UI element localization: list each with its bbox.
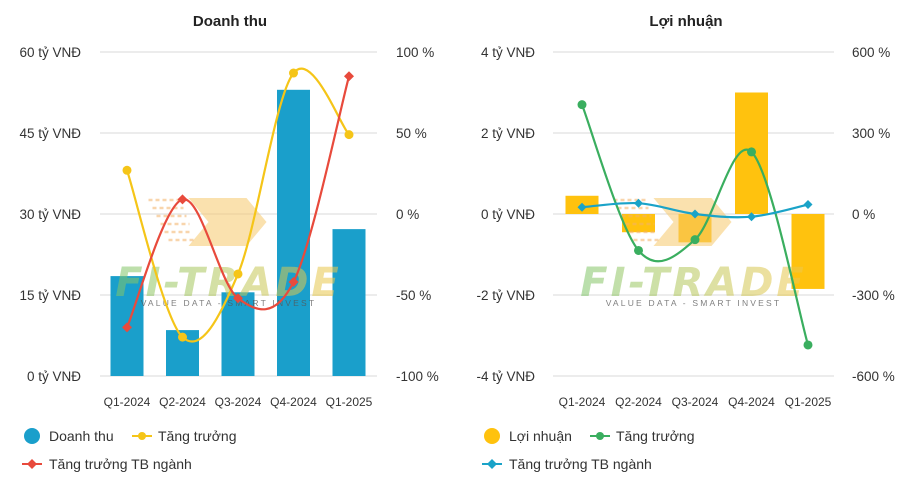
legend-swatch-marker: [138, 432, 146, 440]
left-axis-tick: 0 tỷ VNĐ: [27, 369, 81, 384]
right-axis-tick: 100 %: [396, 45, 434, 60]
legend-label: Tăng trưởng TB ngành: [49, 456, 192, 472]
series-point: [634, 198, 643, 208]
bar: [791, 214, 825, 289]
x-axis-tick: Q2-2024: [615, 395, 662, 409]
series-point: [803, 340, 813, 350]
series-point: [747, 147, 756, 157]
bar: [622, 214, 655, 233]
watermark-tagline: VALUE DATA - SMART INVEST: [141, 298, 317, 308]
series-point: [177, 194, 188, 205]
legend-label: Tăng trưởng: [616, 428, 694, 444]
chart-title: Doanh thu: [193, 13, 267, 30]
x-axis-tick: Q1-2024: [104, 395, 151, 409]
right-axis-tick: 600 %: [852, 45, 890, 60]
series-point: [577, 100, 587, 110]
series-point: [289, 68, 298, 78]
series-point: [178, 332, 187, 342]
left-axis-tick: 30 tỷ VNĐ: [19, 207, 81, 222]
series-point: [634, 245, 643, 255]
right-axis-tick: 50 %: [396, 126, 427, 141]
series-point: [803, 200, 813, 210]
series-point: [233, 269, 243, 279]
legend-swatch-marker: [487, 459, 497, 469]
legend-label: Tăng trưởng: [158, 428, 236, 444]
right-axis-tick: 300 %: [852, 126, 890, 141]
watermark-arrow-icon: [188, 198, 267, 246]
x-axis-tick: Q4-2024: [270, 395, 317, 409]
legend-swatch-marker: [596, 432, 604, 440]
x-axis-tick: Q1-2025: [785, 395, 832, 409]
right-axis-tick: 0 %: [396, 207, 419, 222]
watermark-brand: FI-TRADE: [580, 260, 807, 306]
series-point: [233, 293, 243, 304]
left-axis-tick: -2 tỷ VNĐ: [476, 288, 535, 303]
series-line: [580, 104, 810, 346]
series-point: [288, 277, 299, 288]
left-axis-tick: 60 tỷ VNĐ: [19, 45, 81, 60]
left-axis-tick: 15 tỷ VNĐ: [19, 288, 81, 303]
left-axis-tick: 4 tỷ VNĐ: [481, 45, 535, 60]
series-point: [122, 322, 132, 333]
series-point: [690, 209, 700, 219]
series-point: [577, 202, 587, 212]
right-axis-tick: -100 %: [396, 369, 439, 384]
right-axis-tick: 0 %: [852, 207, 875, 222]
left-axis-tick: -4 tỷ VNĐ: [476, 369, 535, 384]
left-axis-tick: 45 tỷ VNĐ: [19, 126, 81, 141]
x-axis-tick: Q2-2024: [159, 395, 206, 409]
right-axis-tick: -600 %: [852, 369, 895, 384]
legend-label: Lợi nhuận: [509, 428, 572, 444]
legend-label: Doanh thu: [49, 428, 114, 444]
series-point: [747, 212, 756, 222]
left-axis-tick: 0 tỷ VNĐ: [481, 207, 535, 222]
x-axis-tick: Q1-2024: [559, 395, 606, 409]
chart-panel-1: Doanh thu 0 tỷ VNĐ -100 % 15 tỷ VNĐ -50 % 30 …: [19, 13, 438, 472]
chart-panel-2: Lợi nhuận -4 tỷ VNĐ -600 % -2 tỷ VNĐ -300 % 0…: [476, 13, 894, 472]
x-axis-tick: Q4-2024: [728, 395, 775, 409]
left-axis-tick: 2 tỷ VNĐ: [481, 126, 535, 141]
right-axis-tick: -50 %: [396, 288, 431, 303]
bar: [332, 229, 366, 376]
series-point: [122, 165, 132, 175]
legend-label: Tăng trưởng TB ngành: [509, 456, 652, 472]
legend-swatch-marker: [27, 459, 37, 469]
series-point: [690, 235, 700, 245]
right-axis-tick: -300 %: [852, 288, 895, 303]
legend-swatch-bar: [24, 428, 40, 444]
bar: [277, 89, 310, 377]
series-point: [344, 130, 354, 140]
x-axis-tick: Q3-2024: [672, 395, 719, 409]
x-axis-tick: Q1-2025: [326, 395, 373, 409]
x-axis-tick: Q3-2024: [215, 395, 262, 409]
legend-swatch-bar: [484, 428, 500, 444]
watermark-tagline: VALUE DATA - SMART INVEST: [606, 298, 782, 308]
chart-title: Lợi nhuận: [649, 13, 722, 30]
series-point: [344, 71, 354, 82]
